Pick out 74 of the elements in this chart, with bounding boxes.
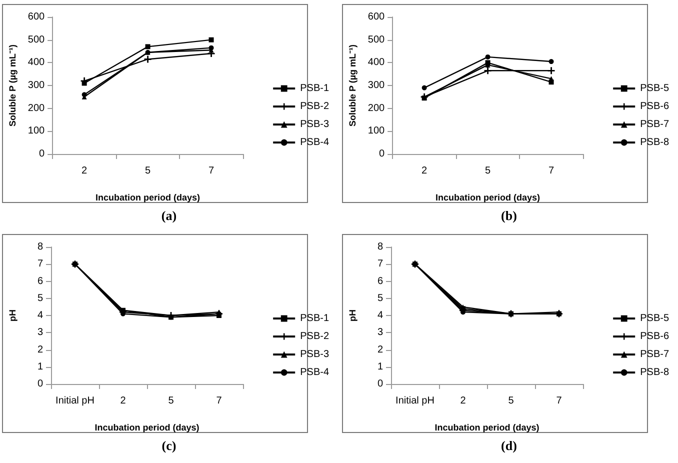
x-tick-label: 7 [556,396,562,406]
legend-label: PSB-6 [640,331,670,342]
y-tick-label: 300 [28,80,46,91]
x-tick-label: 2 [120,396,126,406]
x-axis-title: Incubation period (days) [436,192,540,202]
y-tick-label: 0 [379,148,386,160]
y-tick-label: 100 [368,126,386,137]
y-tick-label: 500 [28,34,46,46]
x-axis-title: Incubation period (days) [94,422,200,432]
y-tick-label: 6 [37,276,44,287]
x-tick-label: 2 [82,166,88,176]
y-tick-label: 200 [28,102,46,114]
y-tick-label: 300 [368,80,386,91]
legend-label: PSB-8 [640,367,670,378]
legend-label: PSB-3 [300,119,330,130]
y-tick-label: 0 [39,148,46,160]
legend-label: PSB-1 [300,313,330,324]
text: (a) [161,208,177,223]
legend-label: PSB-4 [300,137,330,148]
y-tick-label: 7 [377,258,384,270]
text: (b) [501,208,517,223]
text: (d) [501,438,517,453]
y-tick-label: 3 [37,327,44,338]
y-axis-title: Soluble P (µg mL⁻¹) [8,44,18,127]
y-tick-label: 200 [368,102,386,114]
legend-label: PSB-3 [300,349,330,360]
legend-label: PSB-7 [640,119,670,130]
x-tick-label: 5 [508,396,514,406]
legend-label: PSB-8 [640,137,670,148]
y-tick-label: 0 [37,378,44,390]
y-tick-label: 5 [37,292,44,304]
y-axis-title: pH [8,310,18,322]
x-axis-title: Incubation period (days) [434,422,540,432]
y-tick-label: 1 [377,361,384,372]
legend-label: PSB-6 [640,101,670,112]
y-tick-label: 5 [377,292,384,304]
y-tick-label: 8 [37,242,44,252]
y-tick-label: 4 [37,310,44,321]
y-tick-label: 3 [377,327,384,338]
x-tick-label: Initial pH [56,396,94,406]
legend-label: PSB-5 [640,313,670,324]
legend-label: PSB-1 [300,83,330,94]
legend-label: PSB-4 [300,367,330,378]
y-tick-label: 500 [368,34,386,46]
y-tick-label: 1 [37,361,44,372]
x-tick-label: 7 [208,166,214,176]
x-tick-label: 7 [216,396,222,406]
legend-label: PSB-2 [300,331,330,342]
y-tick-label: 0 [377,378,384,390]
x-axis-title: Incubation period (days) [96,192,200,202]
y-axis-title: Soluble P (µg mL⁻¹) [348,44,358,127]
y-tick-label: 400 [28,57,46,68]
x-tick-label: 2 [460,396,466,406]
x-tick-label: 5 [145,166,152,176]
y-tick-label: 2 [377,344,384,356]
legend-label: PSB-5 [640,83,670,94]
x-tick-label: Initial pH [396,396,434,406]
y-tick-label: 600 [368,12,386,22]
text: (c) [162,438,176,453]
y-tick-label: 100 [28,126,46,137]
y-tick-label: 7 [37,258,44,270]
y-tick-label: 600 [28,12,46,22]
y-tick-label: 2 [37,344,44,356]
y-tick-label: 8 [377,242,384,252]
x-tick-label: 2 [422,166,428,176]
x-tick-label: 5 [168,396,174,406]
y-tick-label: 6 [377,276,384,287]
x-tick-label: 7 [548,166,554,176]
x-tick-label: 5 [485,166,492,176]
legend-label: PSB-2 [300,101,330,112]
y-tick-label: 4 [377,310,384,321]
legend-label: PSB-7 [640,349,670,360]
y-axis-title: pH [348,310,358,322]
y-tick-label: 400 [368,57,386,68]
